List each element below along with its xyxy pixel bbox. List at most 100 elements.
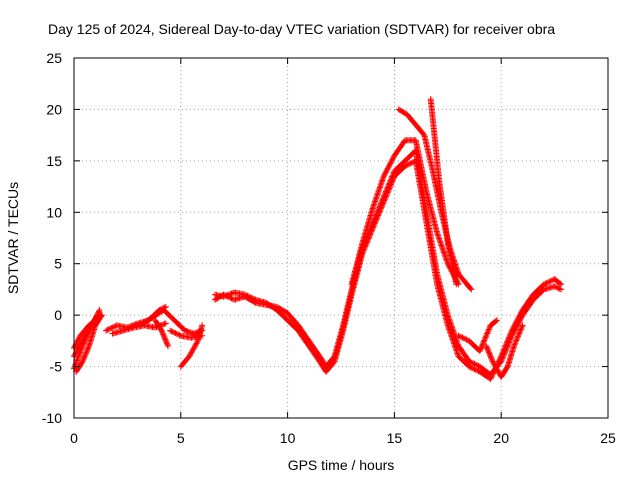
data-point bbox=[249, 295, 256, 302]
data-point bbox=[243, 292, 250, 299]
data-point bbox=[390, 155, 397, 162]
data-point bbox=[71, 352, 78, 358]
data-point bbox=[251, 296, 258, 303]
data-point bbox=[477, 346, 484, 353]
data-point bbox=[504, 337, 511, 344]
data-point bbox=[171, 329, 178, 336]
data-point bbox=[388, 180, 395, 187]
data-point bbox=[380, 199, 387, 205]
data-point bbox=[484, 346, 491, 353]
data-point bbox=[544, 279, 551, 286]
data-point bbox=[493, 364, 500, 371]
data-point bbox=[73, 348, 80, 355]
data-point bbox=[479, 341, 486, 348]
data-point bbox=[513, 336, 520, 343]
data-point bbox=[160, 321, 167, 328]
data-point bbox=[389, 178, 396, 185]
data-point bbox=[512, 340, 519, 347]
data-point bbox=[95, 308, 102, 315]
data-point bbox=[164, 343, 171, 349]
data-point bbox=[193, 340, 200, 347]
data-point bbox=[471, 366, 478, 373]
data-point bbox=[504, 338, 511, 345]
data-point bbox=[508, 327, 515, 334]
data-point bbox=[480, 340, 487, 347]
data-point bbox=[472, 366, 479, 373]
data-point bbox=[475, 368, 482, 375]
data-point bbox=[159, 330, 166, 337]
data-point bbox=[386, 185, 393, 192]
data-point bbox=[491, 361, 498, 367]
data-point bbox=[105, 326, 112, 333]
data-point bbox=[468, 359, 475, 366]
data-point bbox=[190, 345, 197, 352]
data-point bbox=[388, 181, 395, 188]
data-point bbox=[489, 357, 496, 364]
data-point bbox=[485, 348, 492, 355]
data-point bbox=[158, 327, 165, 334]
data-point bbox=[366, 234, 373, 241]
data-point bbox=[516, 313, 523, 320]
data-point bbox=[173, 330, 180, 337]
data-point bbox=[162, 337, 169, 344]
data-point bbox=[389, 177, 396, 184]
data-point bbox=[81, 354, 88, 361]
x-tick-label: 5 bbox=[177, 430, 185, 446]
data-point bbox=[109, 324, 116, 331]
data-point bbox=[494, 367, 501, 374]
data-point bbox=[503, 339, 510, 346]
data-point bbox=[471, 361, 478, 367]
data-point bbox=[503, 341, 510, 348]
y-tick-label: -10 bbox=[42, 410, 62, 426]
data-point bbox=[511, 322, 518, 329]
data-point bbox=[467, 364, 474, 371]
data-point bbox=[486, 325, 493, 332]
data-point bbox=[370, 223, 377, 230]
data-point bbox=[403, 162, 410, 169]
data-point bbox=[512, 319, 519, 326]
data-point bbox=[514, 334, 521, 341]
data-point bbox=[367, 231, 374, 238]
series-trace-4 bbox=[71, 312, 105, 352]
data-point bbox=[483, 344, 490, 351]
x-tick-label: 10 bbox=[280, 430, 296, 446]
data-point bbox=[543, 280, 550, 286]
data-point bbox=[161, 320, 168, 327]
data-point bbox=[556, 280, 563, 287]
data-point bbox=[366, 232, 373, 239]
data-point bbox=[74, 346, 81, 353]
data-point bbox=[512, 321, 519, 328]
data-point bbox=[463, 336, 470, 343]
data-point bbox=[505, 335, 512, 342]
series-trace-10 bbox=[177, 322, 206, 370]
data-point bbox=[371, 220, 378, 227]
data-point bbox=[496, 357, 503, 364]
data-point bbox=[477, 345, 484, 352]
data-point bbox=[484, 329, 491, 336]
data-point bbox=[515, 332, 522, 339]
series-trace-16 bbox=[455, 317, 500, 355]
data-point bbox=[488, 374, 495, 381]
data-point bbox=[108, 325, 115, 331]
data-point bbox=[176, 332, 183, 339]
data-point bbox=[387, 182, 394, 189]
data-point bbox=[189, 348, 196, 355]
data-point bbox=[496, 355, 503, 362]
data-point bbox=[502, 343, 509, 350]
data-point bbox=[172, 330, 179, 337]
data-point bbox=[382, 169, 389, 176]
data-point bbox=[161, 334, 168, 340]
data-point bbox=[519, 322, 526, 329]
data-point bbox=[363, 240, 370, 247]
data-point bbox=[518, 323, 525, 330]
y-axis-label: SDTVAR / TECUs bbox=[5, 182, 21, 294]
data-point bbox=[162, 336, 169, 343]
data-point bbox=[389, 156, 396, 163]
data-point bbox=[220, 293, 227, 300]
data-point bbox=[374, 213, 381, 220]
x-tick-label: 25 bbox=[600, 430, 616, 446]
data-point bbox=[189, 346, 196, 353]
data-point bbox=[467, 285, 474, 292]
y-tick-label: -5 bbox=[50, 359, 63, 375]
